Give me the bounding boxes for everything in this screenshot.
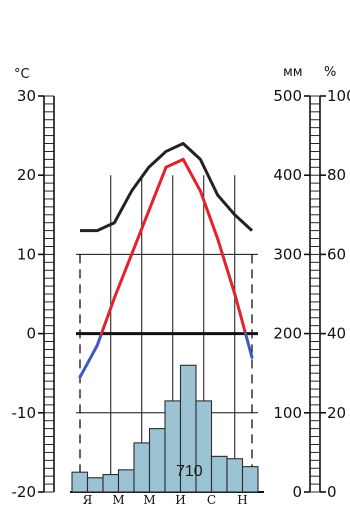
month-label: М [112, 493, 124, 507]
precip-tick-label: 500 [273, 87, 302, 105]
left-tick-label: 20 [17, 166, 36, 184]
humidity-tick-label: 100 [327, 87, 350, 105]
precipitation-bars [71, 364, 259, 493]
month-label: М [143, 493, 155, 507]
precip-bar [133, 442, 151, 493]
humidity-tick-label: 40 [327, 325, 346, 343]
precip-tick-label: 100 [273, 404, 302, 422]
left-tick-label: 10 [17, 245, 36, 263]
temperature-segment [100, 296, 116, 336]
temperature-segment [198, 189, 220, 241]
month-label: Я [83, 493, 93, 507]
precip-tick-label: 200 [273, 325, 302, 343]
precip-bar [86, 477, 104, 493]
humidity-tick-label: 80 [327, 166, 346, 184]
precip-bar [148, 428, 166, 493]
humidity-tick-label: 20 [327, 404, 346, 422]
temperature-segment [233, 292, 248, 336]
precip-bar [226, 458, 244, 493]
precip-tick-label: 300 [273, 245, 302, 263]
precip-bar [102, 474, 120, 493]
month-label: И [175, 493, 185, 507]
humidity-axis-unit: % [324, 65, 336, 80]
month-label: Н [237, 493, 247, 507]
left-tick-label: -10 [12, 404, 37, 422]
humidity-tick-label: 60 [327, 245, 346, 263]
precip-bar [210, 455, 228, 493]
temperature-segment [181, 157, 202, 193]
temperature-segment [78, 343, 99, 379]
annual-precip-annotation: 710 [176, 463, 203, 480]
left-tick-label: 0 [26, 325, 36, 343]
axes-group [38, 95, 326, 493]
precip-bar [241, 466, 259, 493]
temperature-segment [216, 237, 237, 296]
precip-axis-unit: мм [283, 65, 303, 80]
humidity-tick-label: 0 [327, 483, 337, 501]
precip-tick-label: 400 [273, 166, 302, 184]
series-lines [78, 142, 254, 379]
left-tick-label: 30 [17, 87, 36, 105]
temperature-segment [130, 209, 151, 256]
temperature-segment [164, 157, 185, 169]
temperature-segment [244, 332, 254, 359]
precip-bar [71, 471, 89, 493]
temperature-segment [95, 332, 103, 347]
left-tick-label: -20 [12, 483, 37, 501]
left-axis-unit: °C [14, 67, 30, 82]
humidity-line [80, 142, 254, 233]
temperature-segment [147, 165, 168, 213]
month-label: С [207, 493, 216, 507]
precip-bar [195, 400, 213, 493]
temperature-segment [112, 252, 134, 300]
precip-bar [117, 469, 135, 493]
precip-tick-label: 0 [292, 483, 302, 501]
